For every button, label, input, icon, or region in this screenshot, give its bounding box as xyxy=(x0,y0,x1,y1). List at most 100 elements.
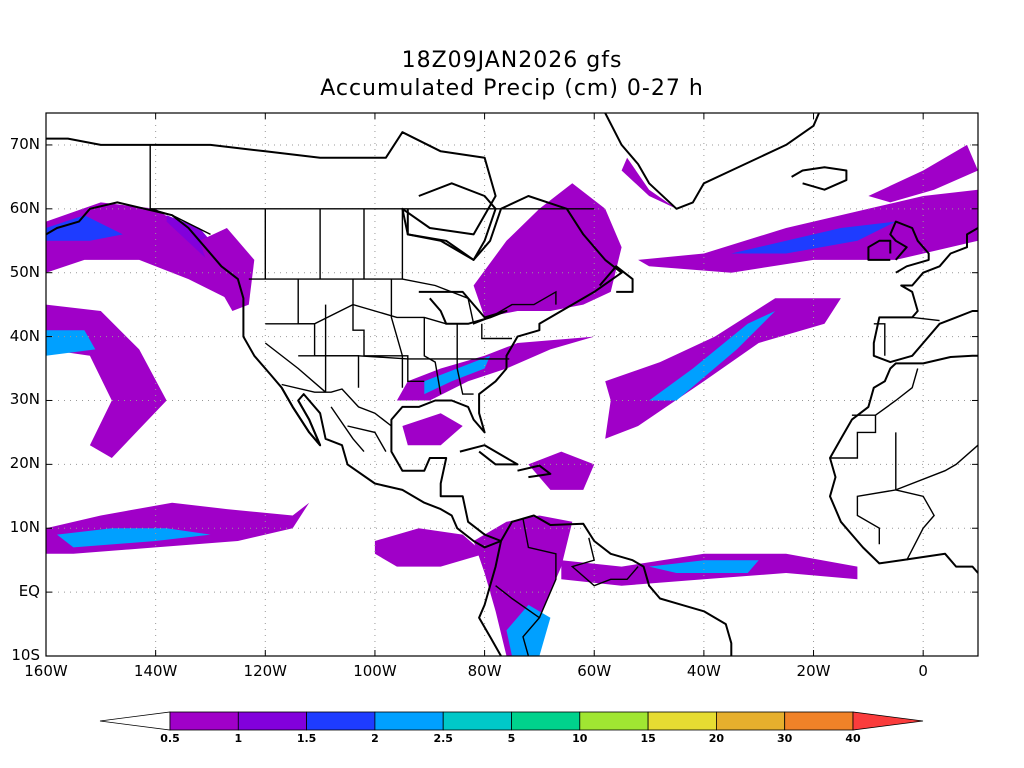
coastline-north-america xyxy=(46,131,623,549)
colorbar-label: 1 xyxy=(234,732,243,745)
colorbar-segment xyxy=(784,711,854,731)
y-tick-label: 60N xyxy=(9,198,40,217)
border-south-america-borders-1 xyxy=(522,518,557,618)
precip-north-atlantic-band xyxy=(638,189,978,273)
precip-itcz-east-pacific xyxy=(374,528,485,567)
colorbar-label: 5 xyxy=(507,732,516,745)
x-tick-label: 120W xyxy=(243,662,288,680)
coastline-hudson-bay xyxy=(406,182,497,261)
colorbar-label: 30 xyxy=(777,732,793,745)
coastline-south-america xyxy=(500,514,733,656)
x-tick-label: 60W xyxy=(577,662,612,680)
map-title: 18Z09JAN2026 gfs xyxy=(401,48,623,73)
coastline-hispaniola xyxy=(517,464,552,479)
colorbar-label: 2 xyxy=(371,732,379,745)
precip-mid-atlantic-core xyxy=(649,311,776,401)
colorbar-label: 10 xyxy=(572,732,588,745)
coastline-baja xyxy=(280,387,322,447)
border-south-america-borders-2 xyxy=(570,537,639,587)
colorbar-segment xyxy=(442,711,512,731)
border-us-states-6 xyxy=(265,303,447,325)
precip-fill-layer xyxy=(46,144,978,656)
border-us-states-10 xyxy=(481,323,512,340)
border-mexico-inner-2 xyxy=(330,406,365,453)
y-tick-label: 40N xyxy=(9,326,40,345)
precip-itcz-pacific-core xyxy=(57,528,211,548)
colorbar-segment xyxy=(647,711,717,731)
coastline-cuba xyxy=(459,444,519,466)
precip-us-east-band xyxy=(396,336,595,401)
border-us-states-8 xyxy=(264,342,327,393)
colorbar-segment xyxy=(511,711,581,731)
border-portugal xyxy=(873,323,886,356)
x-tick-label: 20W xyxy=(796,662,831,680)
colorbar-segment xyxy=(716,711,786,731)
precip-itcz-atlantic-core xyxy=(649,560,759,573)
y-tick-label: EQ xyxy=(18,582,40,601)
y-tick-label: 20N xyxy=(9,454,40,473)
colorbar-label: 0.5 xyxy=(160,732,180,745)
border-africa-border-3 xyxy=(856,432,897,545)
precip-mid-atlantic-frontal xyxy=(605,298,841,439)
colorbar-label: 1.5 xyxy=(296,732,317,745)
coastline-layer xyxy=(46,113,978,656)
border-africa-border-4 xyxy=(895,444,978,491)
lat-lon-grid xyxy=(46,113,978,656)
colorbar-label: 2.5 xyxy=(433,732,453,745)
border-us-mexico xyxy=(281,383,392,427)
map-frame xyxy=(45,112,979,657)
precip-north-atlantic-core xyxy=(731,221,896,254)
axis-ticks xyxy=(45,113,978,657)
border-alaska-canada xyxy=(149,144,211,236)
colorbar-segment xyxy=(237,711,308,731)
precip-northeast-canada xyxy=(473,183,622,318)
coastline-iceland xyxy=(791,166,848,191)
x-tick-label: 140W xyxy=(133,662,178,680)
colorbar-label: 40 xyxy=(845,732,861,745)
coastline-newfoundland xyxy=(598,265,634,293)
y-tick-label: 50N xyxy=(9,262,40,281)
precip-caribbean xyxy=(528,451,595,490)
x-tick-label: 40W xyxy=(686,662,721,680)
border-us-canada xyxy=(248,278,557,325)
colorbar-high-arrow xyxy=(852,711,924,731)
colorbar-label: 20 xyxy=(708,732,725,745)
x-tick-label: 80W xyxy=(467,662,502,680)
y-tick-label: 10S xyxy=(11,646,40,664)
border-africa-border-5 xyxy=(895,489,935,561)
border-africa-border-1 xyxy=(830,414,877,459)
y-tick-label: 70N xyxy=(9,134,40,153)
border-us-states-5 xyxy=(456,323,474,395)
y-tick-label: 30N xyxy=(9,390,40,409)
map-subtitle: Accumulated Precip (cm) 0-27 h xyxy=(320,76,704,101)
border-us-states-7 xyxy=(298,355,510,360)
border-us-states-1 xyxy=(297,279,360,388)
border-africa-border-2 xyxy=(875,368,919,416)
colorbar-segment xyxy=(169,711,239,731)
colorbar-label: 15 xyxy=(640,732,656,745)
border-us-states-3 xyxy=(390,279,404,388)
y-tick-label: 10N xyxy=(9,518,40,537)
coastline-ireland xyxy=(867,239,892,261)
coastline-africa xyxy=(829,354,978,574)
border-layer xyxy=(149,144,978,656)
border-mexico-inner xyxy=(347,425,387,452)
colorbar-low-arrow xyxy=(99,711,171,731)
coastline-greenland xyxy=(604,113,820,210)
colorbar-segment xyxy=(374,711,444,731)
coastline-british-isles xyxy=(889,220,930,274)
x-tick-label: 0 xyxy=(918,662,928,680)
precip-us-southeast-core xyxy=(424,355,491,395)
coastline-south-america-west xyxy=(478,540,502,656)
precip-pacific-northeast-swirl xyxy=(46,215,123,241)
precip-greenland-south xyxy=(621,157,677,209)
x-tick-label: 160W xyxy=(24,662,68,680)
colorbar-segment xyxy=(579,711,649,731)
border-south-america-borders-3 xyxy=(495,585,541,656)
border-spain-france xyxy=(912,316,940,322)
colorbar-segment xyxy=(306,711,376,731)
precip-gulf-of-mexico xyxy=(402,413,463,446)
x-tick-label: 100W xyxy=(353,662,397,680)
